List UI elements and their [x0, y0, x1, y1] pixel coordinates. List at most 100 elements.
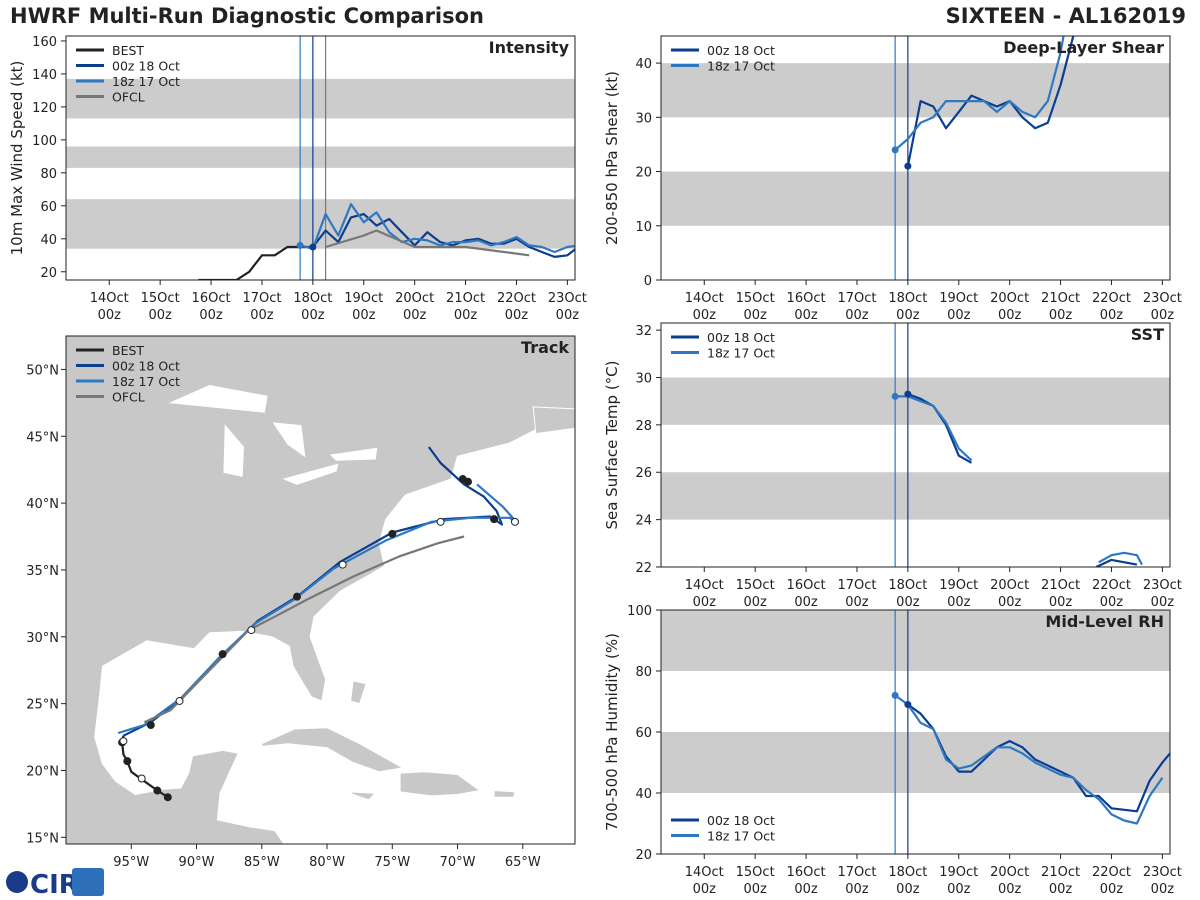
legend-label-ofcl: OFCL [112, 390, 145, 405]
track-marker-filled [458, 475, 467, 484]
x-tick-sublabel: 00z [845, 882, 869, 897]
lat-tick-label: 15°N [26, 831, 59, 846]
x-tick-sublabel: 00z [693, 595, 717, 610]
x-tick-sublabel: 00z [505, 308, 529, 323]
y-tick-label: 60 [635, 726, 652, 741]
x-tick-label: 21Oct [446, 291, 485, 306]
series-line-18z-17-oct [894, 694, 1164, 825]
track-marker-open [247, 626, 256, 635]
x-tick-label: 16Oct [192, 291, 231, 306]
x-tick-sublabel: 00z [454, 308, 478, 323]
x-tick-label: 17Oct [837, 578, 876, 593]
lat-tick-label: 35°N [26, 564, 59, 579]
lon-tick-label: 85°W [244, 855, 280, 870]
x-tick-label: 17Oct [242, 291, 281, 306]
track-marker-open [175, 696, 184, 705]
x-tick-label: 17Oct [837, 865, 876, 880]
x-tick-label: 20Oct [990, 578, 1029, 593]
init-point-18z-17-oct [891, 392, 899, 400]
lake-michigan [223, 424, 245, 478]
y-tick-label: 40 [40, 233, 57, 248]
cira-logo: CIRA [6, 868, 104, 900]
init-point-18z-17-oct [296, 241, 304, 249]
y-tick-label: 22 [635, 561, 652, 576]
x-tick-sublabel: 00z [794, 595, 818, 610]
panel-title: Deep-Layer Shear [1003, 38, 1164, 57]
x-tick-sublabel: 00z [1049, 595, 1073, 610]
panel-sst: 22 24 26 28 30 32 14Oct 00z 15Oct 00z 16Oct 00z 17Oc… [603, 322, 1182, 610]
x-tick-label: 23Oct [1143, 865, 1182, 880]
panel-track: 15°N 20°N 25°N 30°N 35°N 40°N 45°N 50°N 95°W 90°W… [26, 335, 576, 870]
puerto-rico-island [493, 789, 516, 798]
y-axis-label: Sea Surface Temp (°C) [603, 360, 621, 529]
x-tick-label: 18Oct [293, 291, 332, 306]
panel-title: Mid-Level RH [1045, 612, 1164, 631]
y-tick-label: 60 [40, 200, 57, 215]
x-tick-sublabel: 00z [845, 308, 869, 323]
lat-tick-label: 45°N [26, 430, 59, 445]
x-tick-label: 21Oct [1041, 865, 1080, 880]
x-tick-sublabel: 00z [896, 308, 920, 323]
x-tick-label: 19Oct [344, 291, 383, 306]
x-tick-sublabel: 00z [98, 308, 122, 323]
y-tick-label: 100 [32, 134, 57, 149]
init-point-18z-17-oct [891, 691, 899, 699]
x-tick-label: 15Oct [141, 291, 180, 306]
track-marker-filled [490, 515, 499, 524]
init-point-18z-17-oct [891, 146, 899, 154]
x-tick-sublabel: 00z [794, 308, 818, 323]
x-tick-label: 19Oct [939, 578, 978, 593]
x-tick-sublabel: 00z [998, 595, 1022, 610]
y-tick-label: 30 [635, 111, 652, 126]
legend-label-00z-18-oct: 00z 18 Oct [707, 43, 775, 58]
series-group [894, 36, 1075, 167]
track-marker-filled [146, 721, 155, 730]
x-tick-sublabel: 00z [794, 882, 818, 897]
x-tick-sublabel: 00z [1100, 308, 1124, 323]
track-marker-filled [123, 757, 132, 766]
band-1 [66, 146, 575, 168]
panel-intensity: 20 40 60 80 100 120 140 160 14Oct 00z 15Oct 00z 16Oc… [8, 35, 587, 323]
x-tick-sublabel: 00z [998, 882, 1022, 897]
x-tick-label: 20Oct [990, 291, 1029, 306]
panel-title: Intensity [489, 38, 570, 57]
x-tick-sublabel: 00z [199, 308, 223, 323]
track-line-ofcl [143, 535, 465, 724]
series-group [894, 694, 1170, 825]
lon-tick-label: 70°W [440, 855, 476, 870]
track-marker-open [119, 737, 128, 746]
series-line-best [198, 245, 313, 280]
x-tick-sublabel: 00z [1049, 882, 1073, 897]
legend-label-00z-18-oct: 00z 18 Oct [112, 59, 180, 74]
x-tick-sublabel: 00z [947, 882, 971, 897]
x-tick-label: 23Oct [1143, 578, 1182, 593]
y-axis-label: 10m Max Wind Speed (kt) [8, 61, 26, 256]
y-tick-label: 0 [644, 274, 652, 289]
y-tick-label: 30 [635, 371, 652, 386]
y-axis-label: 200-850 hPa Shear (kt) [603, 71, 621, 245]
legend-label-00z-18-oct: 00z 18 Oct [707, 330, 775, 345]
x-tick-sublabel: 00z [556, 308, 580, 323]
x-tick-sublabel: 00z [1100, 882, 1124, 897]
band-2 [66, 78, 575, 119]
north-america-landmass [66, 336, 575, 844]
cuba-island [261, 727, 405, 773]
band-1 [661, 63, 1170, 118]
x-tick-sublabel: 00z [1049, 308, 1073, 323]
panel-shear: 0 10 20 30 40 14Oct 00z 15Oct 00z 16Oct 00z 17Oct 00… [603, 35, 1182, 323]
panel-title: SST [1131, 325, 1164, 344]
x-tick-sublabel: 00z [896, 595, 920, 610]
lon-tick-label: 90°W [179, 855, 215, 870]
lat-tick-label: 50°N [26, 363, 59, 378]
init-point-00z-18-oct [309, 243, 317, 251]
x-tick-label: 23Oct [1143, 291, 1182, 306]
x-tick-sublabel: 00z [845, 595, 869, 610]
bahamas-island [349, 680, 367, 705]
track-marker-filled [388, 529, 397, 538]
x-tick-label: 20Oct [395, 291, 434, 306]
band-0 [661, 732, 1170, 793]
x-tick-label: 15Oct [736, 578, 775, 593]
track-marker-filled [153, 786, 162, 795]
y-tick-label: 26 [635, 466, 652, 481]
x-tick-label: 14Oct [685, 291, 724, 306]
